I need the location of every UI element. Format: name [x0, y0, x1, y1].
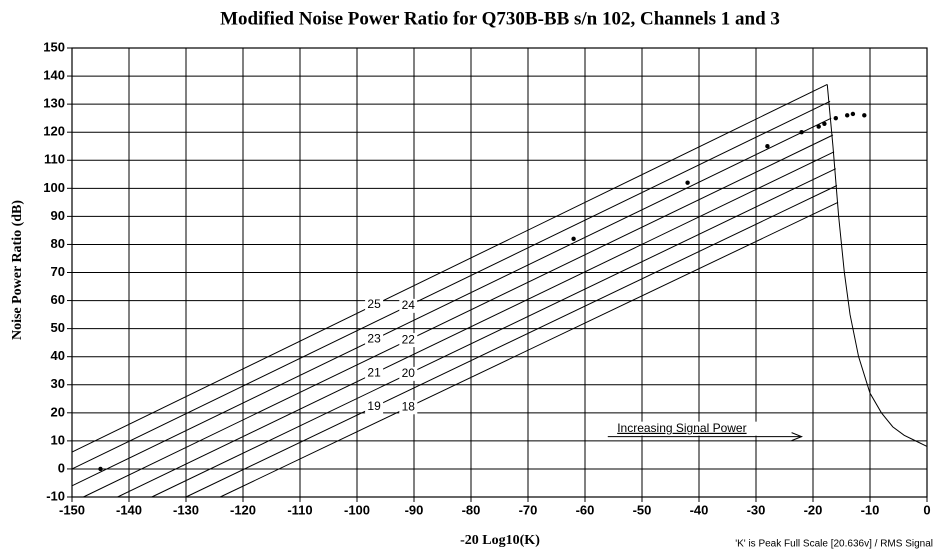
annotation: Increasing Signal Power — [617, 421, 746, 435]
y-tick-label: 80 — [51, 236, 65, 251]
chart-title: Modified Noise Power Ratio for Q730B-BB … — [220, 8, 780, 29]
series-label: 24 — [402, 298, 416, 312]
y-tick-label: 20 — [51, 404, 65, 419]
data-point — [571, 236, 576, 242]
series-label: 23 — [367, 332, 381, 346]
series-label: 21 — [367, 366, 381, 380]
series-line — [71, 117, 832, 487]
data-point — [850, 111, 856, 117]
y-tick-label: 120 — [43, 124, 65, 139]
x-tick-label: -90 — [405, 502, 424, 517]
data-point — [799, 129, 804, 135]
y-tick-label: 130 — [43, 96, 65, 111]
y-axis-label: Noise Power Ratio (dB) — [10, 200, 25, 340]
y-tick-label: -10 — [46, 488, 65, 503]
data-point — [845, 113, 850, 118]
series-label: 20 — [402, 366, 416, 380]
x-tick-label: -100 — [344, 502, 370, 517]
series-label: 22 — [402, 332, 416, 346]
x-tick-label: -70 — [519, 502, 538, 517]
series-line — [83, 134, 834, 498]
x-tick-label: -110 — [287, 502, 312, 517]
y-tick-label: 30 — [51, 376, 65, 391]
y-tick-label: 70 — [51, 264, 65, 279]
x-tick-label: -20 — [804, 502, 823, 517]
y-tick-label: 140 — [43, 68, 65, 83]
series-label: 25 — [367, 297, 381, 311]
y-tick-label: 10 — [51, 432, 65, 447]
label-bg — [365, 399, 384, 414]
label-bg — [399, 366, 418, 381]
x-tick-label: -150 — [59, 502, 85, 517]
x-tick-label: -120 — [230, 502, 256, 517]
label-bg — [399, 400, 418, 415]
note: 'K' is Peak Full Scale [20.636v] / RMS S… — [735, 539, 933, 550]
annotation-bg — [606, 421, 757, 436]
y-tick-label: 40 — [51, 348, 65, 363]
y-tick-label: 90 — [51, 208, 65, 223]
x-tick-label: -80 — [462, 502, 481, 517]
data-point — [765, 144, 770, 149]
y-tick-label: 50 — [51, 320, 65, 335]
x-tick-label: -50 — [633, 502, 652, 517]
series-line — [185, 185, 838, 498]
x-tick-label: -140 — [116, 502, 142, 517]
x-tick-label: -10 — [861, 502, 880, 517]
series-label: 19 — [367, 399, 381, 413]
y-tick-label: 110 — [44, 152, 65, 167]
y-tick-label: 0 — [58, 460, 65, 475]
data-point — [816, 124, 821, 129]
x-axis-label: -20 Log10(K) — [460, 533, 540, 548]
series-line — [219, 201, 839, 498]
data-point — [862, 113, 867, 118]
x-tick-label: 0 — [923, 502, 930, 517]
series-line — [117, 151, 835, 498]
data-point — [822, 121, 827, 126]
x-tick-label: -130 — [173, 502, 199, 517]
label-bg — [399, 333, 418, 348]
arrow-head — [791, 432, 803, 442]
series-label: 18 — [402, 399, 416, 413]
x-tick-label: -60 — [576, 502, 595, 517]
data-point — [833, 115, 838, 121]
label-bg — [399, 298, 418, 313]
label-bg — [365, 332, 384, 347]
series-line — [71, 84, 828, 453]
y-tick-label: 100 — [43, 180, 65, 195]
y-tick-label: 60 — [51, 292, 65, 307]
x-tick-label: -30 — [747, 502, 766, 517]
series-line — [71, 100, 831, 470]
data-point — [98, 466, 103, 472]
x-tick-label: -40 — [690, 502, 709, 517]
label-bg — [365, 298, 384, 313]
rolloff-curve — [826, 84, 928, 447]
y-tick-label: 150 — [43, 39, 65, 54]
label-bg — [365, 366, 384, 381]
data-point — [685, 180, 690, 185]
series-line — [151, 168, 837, 498]
